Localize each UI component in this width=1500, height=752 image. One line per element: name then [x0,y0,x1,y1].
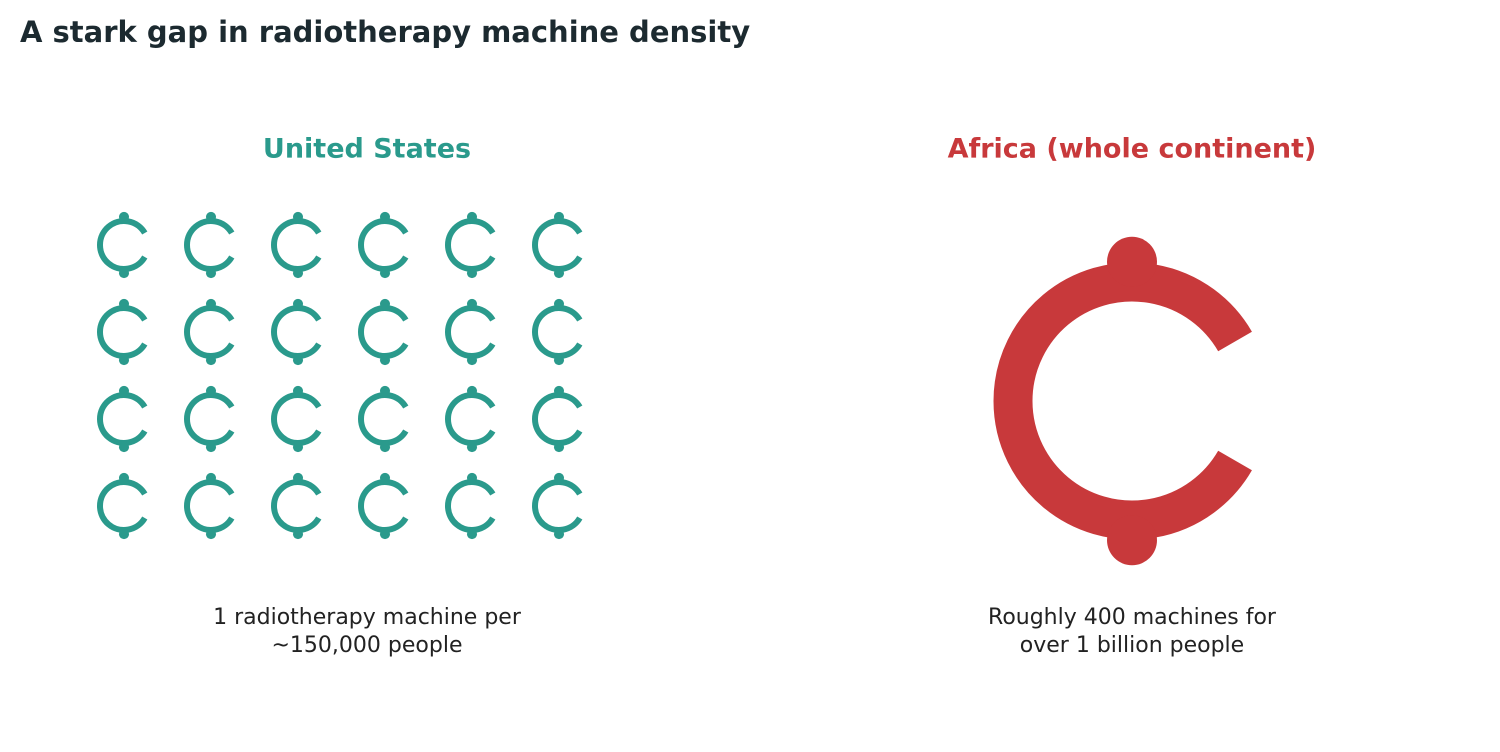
machine-icon-knob [466,472,478,483]
machine-icon-knob [379,472,391,483]
machine-icon-knob [553,385,565,396]
machine-icon-knob [205,298,217,309]
machine-icon-knob [553,472,565,483]
machine-icon-knob [118,355,130,366]
machine-icon [445,392,496,446]
machine-icon [358,218,409,272]
machine-icon [532,305,583,359]
panel-caption: ~150,000 people [272,633,463,658]
machine-icon-knob [205,355,217,366]
machine-icon-knob [379,442,391,453]
machine-icon-knob [292,472,304,483]
machine-icon-knob [118,268,130,279]
machine-icon [532,392,583,446]
machine-icon [271,392,322,446]
machine-icon [271,479,322,533]
machine-icon-knob [379,355,391,366]
machine-icon-knob [292,355,304,366]
panel-label: Africa (whole continent) [948,134,1317,165]
machine-icon [97,305,148,359]
machine-icon [358,392,409,446]
machine-icon [358,479,409,533]
machine-icon [445,218,496,272]
machine-icon [184,218,235,272]
machine-icon [445,479,496,533]
machine-icon-knob [553,268,565,279]
machine-icon-knob [205,529,217,540]
machine-icon-knob [292,442,304,453]
machine-icon-knob [466,529,478,540]
machine-icon-knob [466,355,478,366]
machine-icon-knob [292,211,304,222]
machine-icon [271,218,322,272]
machine-icon-knob [466,442,478,453]
machine-icon-knob [379,211,391,222]
machine-icon-knob [205,385,217,396]
machine-icon [97,479,148,533]
machine-icon-knob [118,529,130,540]
machine-icon-knob [379,298,391,309]
machine-icon-knob [205,472,217,483]
page-title: A stark gap in radiotherapy machine dens… [20,15,750,49]
machine-icon-knob [118,385,130,396]
machine-icon-knob [553,442,565,453]
machine-icon-knob [292,385,304,396]
machine-icon-knob [553,355,565,366]
machine-icon [97,218,148,272]
machine-icon-knob [292,298,304,309]
machine-icon-knob [553,298,565,309]
machine-icon [532,479,583,533]
machine-icon [184,479,235,533]
machine-icon-knob [292,529,304,540]
panel-caption: over 1 billion people [1020,633,1244,658]
machine-icon-knob [205,442,217,453]
machine-icon-knob [466,385,478,396]
machine-icon [445,305,496,359]
machine-icon-knob [1107,515,1157,566]
machine-icon [993,262,1252,540]
machine-icon [97,392,148,446]
machine-icon-knob [466,211,478,222]
machine-icon [271,305,322,359]
machine-icon [358,305,409,359]
machine-icon-knob [553,529,565,540]
machine-icon-knob [379,529,391,540]
machine-icon-knob [118,298,130,309]
machine-icon-knob [205,268,217,279]
machine-icon-knob [1107,236,1157,287]
machine-icon-knob [466,268,478,279]
panel-label: United States [263,134,471,165]
machine-icon-knob [205,211,217,222]
machine-icon-knob [379,268,391,279]
machine-icon-knob [118,211,130,222]
machine-icon-knob [379,385,391,396]
panel-caption: 1 radiotherapy machine per [213,605,522,630]
machine-icon-knob [292,268,304,279]
machine-icon-knob [118,442,130,453]
machine-icon-knob [118,472,130,483]
machine-icon [532,218,583,272]
machine-icon [184,305,235,359]
machine-icon-knob [553,211,565,222]
machine-icon [184,392,235,446]
machine-icon-knob [466,298,478,309]
panel-caption: Roughly 400 machines for [988,605,1277,630]
